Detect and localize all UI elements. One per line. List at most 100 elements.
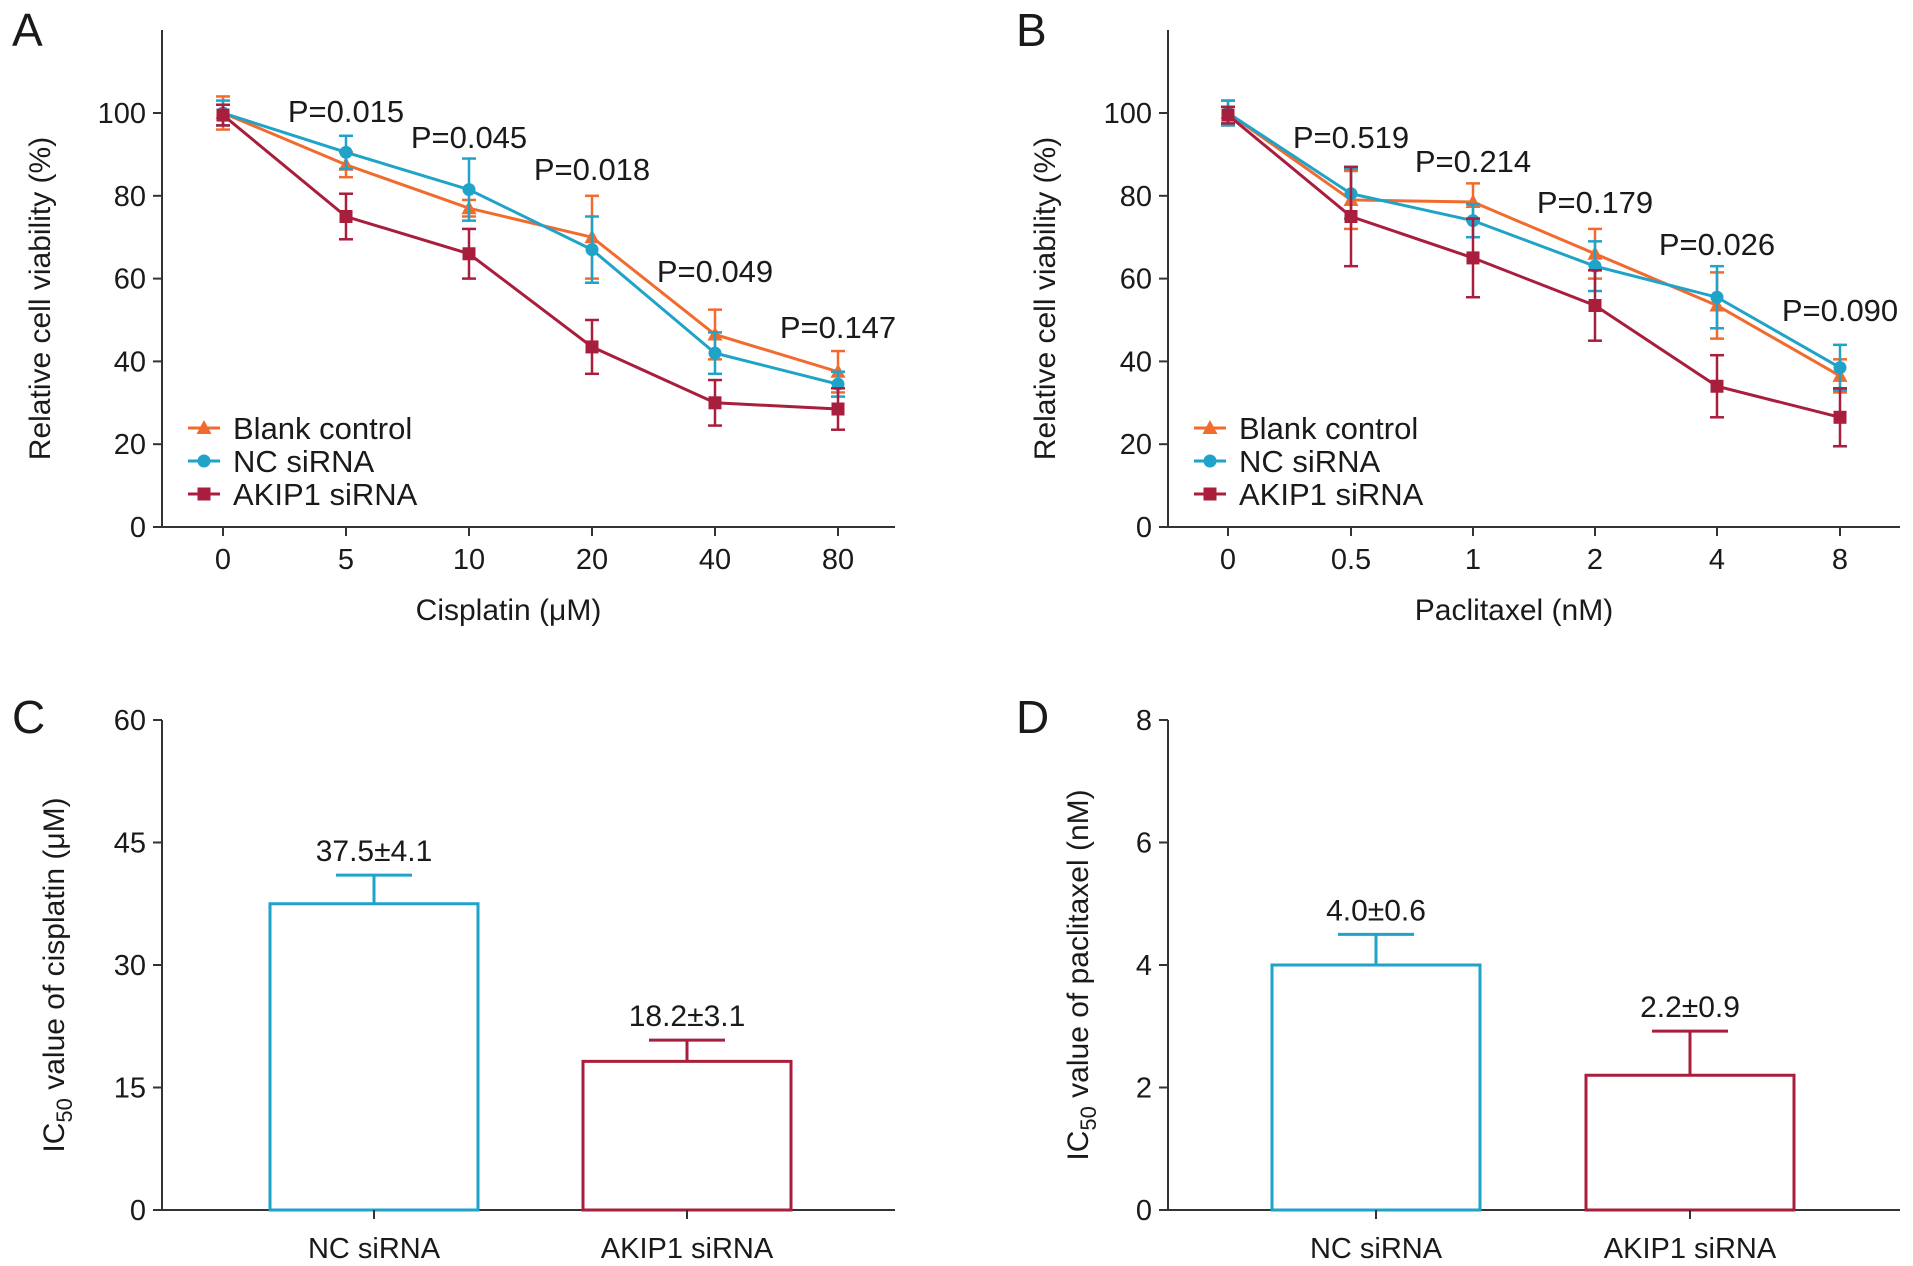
panel-a: A 0 20 40 60 80 100 0 5 10 20 40 80 Cisplatin (μM) Rel…: [12, 4, 896, 627]
legend-label: Blank control: [1239, 411, 1418, 446]
y-axis-label: IC50 value of cisplatin (μM): [38, 797, 77, 1152]
y-tick-label: 0: [1136, 1195, 1152, 1227]
series-line: [1227, 113, 1841, 419]
x-tick-label: 10: [453, 544, 485, 576]
data-point: [462, 183, 476, 197]
data-point: [462, 247, 476, 261]
panel-d: D 0 2 4 6 8 4.0±0.6 NC siRNA 2.2±0.9 AKIP1 siRNA I…: [1016, 691, 1900, 1265]
y-tick-label: 45: [114, 828, 146, 860]
legend-label: NC siRNA: [233, 444, 375, 479]
x-tick-label: 40: [699, 544, 731, 576]
bar-value-label: 18.2±3.1: [629, 1000, 746, 1033]
y-tick-label: 15: [114, 1073, 146, 1105]
panel-letter: B: [1016, 4, 1047, 56]
p-value-label: P=0.214: [1415, 144, 1531, 179]
panel-letter: D: [1016, 691, 1049, 743]
data-point: [585, 340, 599, 354]
series-line: [1227, 111, 1841, 369]
legend-marker: [1202, 420, 1218, 434]
series-nc-sirna: [216, 99, 845, 398]
p-value-label: P=0.045: [411, 120, 527, 155]
x-tick-label: 0: [215, 544, 231, 576]
data-point: [339, 210, 353, 223]
bar-group: 18.2±3.1: [581, 1000, 793, 1212]
y-tick-label: 100: [98, 98, 146, 130]
x-tick-label: AKIP1 siRNA: [1604, 1233, 1777, 1265]
y-axis-label: Relative cell viability (%): [24, 137, 57, 460]
legend-label: AKIP1 siRNA: [1239, 477, 1424, 512]
data-point: [1466, 251, 1480, 265]
bar: [1270, 963, 1482, 1212]
data-point: [1833, 410, 1847, 424]
data-point: [1221, 108, 1235, 122]
x-tick-label: 0.5: [1331, 544, 1371, 576]
y-tick-label: 0: [130, 1195, 146, 1227]
series-line: [222, 111, 839, 386]
y-tick-label: 4: [1136, 950, 1152, 982]
legend-label: AKIP1 siRNA: [233, 477, 418, 512]
y-tick-label: 60: [114, 705, 146, 737]
bar-group: 2.2±0.9: [1584, 991, 1796, 1212]
p-value-label: P=0.026: [1659, 227, 1775, 262]
y-tick-label: 20: [1120, 429, 1152, 461]
data-point: [708, 346, 722, 360]
x-tick-label: NC siRNA: [1310, 1233, 1443, 1265]
series-akip1-sirna: [216, 103, 845, 431]
x-tick-label: 0: [1220, 544, 1236, 576]
data-point: [1710, 379, 1724, 393]
x-axis-label: Paclitaxel (nM): [1415, 594, 1613, 627]
y-axis-label-sub: 50: [52, 1098, 77, 1122]
legend-label: Blank control: [233, 411, 412, 446]
y-tick-label: 80: [1120, 181, 1152, 213]
y-axis-label-main: IC: [38, 1123, 71, 1153]
bar-value-label: 2.2±0.9: [1640, 991, 1740, 1024]
data-point: [1344, 210, 1358, 223]
y-axis-label: IC50 value of paclitaxel (nM): [1062, 789, 1101, 1160]
legend-marker: [1203, 487, 1217, 501]
y-tick-label: 20: [114, 429, 146, 461]
panel-letter: C: [12, 691, 45, 743]
y-tick-label: 8: [1136, 705, 1152, 737]
x-tick-label: 20: [576, 544, 608, 576]
y-tick-label: 60: [114, 264, 146, 296]
legend-label: NC siRNA: [1239, 444, 1381, 479]
data-point: [1833, 361, 1847, 375]
y-tick-label: 2: [1136, 1073, 1152, 1105]
data-point: [1710, 290, 1724, 304]
data-point: [708, 396, 722, 410]
y-tick-label: 60: [1120, 264, 1152, 296]
y-axis-label-rest: value of cisplatin (μM): [38, 797, 71, 1098]
panel-c: C 0 15 30 45 60 37.5±4.1 NC siRNA 18.2±3.1 AKIP1 …: [12, 691, 895, 1265]
y-axis-label-rest: value of paclitaxel (nM): [1062, 789, 1095, 1106]
legend-marker: [197, 454, 211, 468]
p-value-label: P=0.179: [1537, 185, 1653, 220]
series-line: [222, 111, 839, 374]
data-point: [216, 108, 230, 122]
data-point: [831, 402, 845, 416]
p-value-label: P=0.519: [1293, 120, 1409, 155]
p-value-label: P=0.147: [780, 310, 896, 345]
x-tick-label: NC siRNA: [308, 1233, 441, 1265]
bar-group: 4.0±0.6: [1270, 894, 1482, 1212]
bar-value-label: 4.0±0.6: [1326, 894, 1426, 927]
p-value-label: P=0.018: [534, 152, 650, 187]
panel-b: B 0 20 40 60 80 100 0 0.5 1 2 4 8 Paclitaxel (nM) Rela…: [1016, 4, 1900, 627]
legend-marker: [197, 487, 211, 501]
data-point: [339, 145, 353, 159]
bar: [581, 1059, 793, 1212]
legend-marker: [196, 420, 212, 434]
x-tick-label: 8: [1832, 544, 1848, 576]
y-tick-label: 0: [130, 512, 146, 544]
p-value-label: P=0.090: [1782, 293, 1898, 328]
y-axis-label-main: IC: [1062, 1131, 1095, 1161]
bar-group: 37.5±4.1: [268, 835, 480, 1212]
y-axis-label-sub: 50: [1076, 1106, 1101, 1130]
x-tick-label: 1: [1465, 544, 1481, 576]
x-tick-label: AKIP1 siRNA: [601, 1233, 774, 1265]
x-tick-label: 5: [338, 544, 354, 576]
p-value-label: P=0.015: [288, 94, 404, 129]
y-tick-label: 40: [114, 346, 146, 378]
bar: [1584, 1073, 1796, 1212]
